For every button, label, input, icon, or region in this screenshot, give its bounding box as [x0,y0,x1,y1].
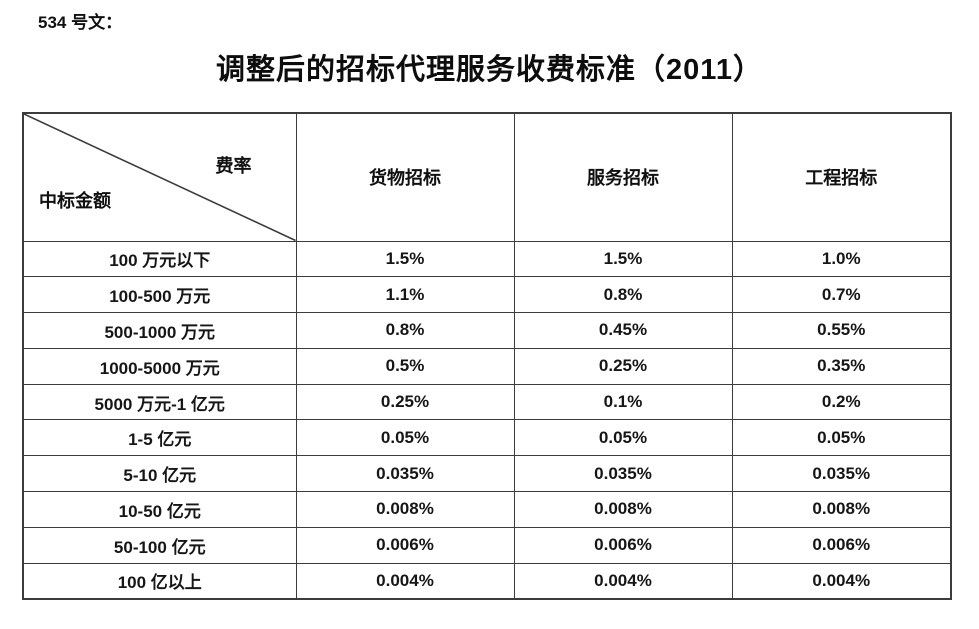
column-header-goods-bidding: 货物招标 [295,112,515,242]
services-rate-cell: 0.008% [513,491,733,528]
goods-rate-cell: 0.5% [295,347,515,385]
goods-rate-cell: 0.25% [295,383,515,421]
goods-rate-cell: 0.004% [295,562,515,600]
services-rate-cell: 0.004% [513,562,733,600]
goods-rate-cell: 0.05% [295,419,515,457]
engineering-rate-cell: 0.55% [731,312,952,349]
table-row: 5-10 亿元 0.035% 0.035% 0.035% [22,455,952,493]
services-rate-cell: 0.45% [513,312,733,349]
column-header-engineering-bidding: 工程招标 [731,112,952,242]
engineering-rate-cell: 0.2% [731,383,952,421]
amount-cell: 1-5 亿元 [22,419,297,457]
goods-rate-cell: 1.5% [295,240,515,278]
engineering-rate-cell: 0.006% [731,526,952,564]
engineering-rate-cell: 1.0% [731,240,952,278]
corner-label-bid-amount: 中标金额 [39,190,111,211]
table-row: 10-50 亿元 0.008% 0.008% 0.008% [22,491,952,528]
doc-number-label: 534 号文： [38,13,123,32]
services-rate-cell: 0.8% [513,276,733,314]
table-row: 1000-5000 万元 0.5% 0.25% 0.35% [22,347,952,385]
goods-rate-cell: 1.1% [295,276,515,314]
engineering-rate-cell: 0.7% [731,276,952,314]
table-row: 500-1000 万元 0.8% 0.45% 0.55% [22,312,952,349]
engineering-rate-cell: 0.004% [731,562,952,600]
table-row: 5000 万元-1 亿元 0.25% 0.1% 0.2% [22,383,952,421]
table-row: 100 万元以下 1.5% 1.5% 1.0% [22,240,952,278]
table-row: 1-5 亿元 0.05% 0.05% 0.05% [22,419,952,457]
engineering-rate-cell: 0.008% [731,491,952,528]
table-header-row: 费率 中标金额 货物招标 服务招标 工程招标 [22,112,952,242]
amount-cell: 5-10 亿元 [22,455,297,493]
engineering-rate-cell: 0.05% [731,419,952,457]
goods-rate-cell: 0.8% [295,312,515,349]
amount-cell: 100 亿以上 [22,562,297,600]
services-rate-cell: 0.006% [513,526,733,564]
table-row: 100 亿以上 0.004% 0.004% 0.004% [22,562,952,600]
amount-cell: 10-50 亿元 [22,491,297,528]
goods-rate-cell: 0.008% [295,491,515,528]
fee-standard-table: 费率 中标金额 货物招标 服务招标 工程招标 100 万元以下 1.5% 1.5… [22,112,952,600]
goods-rate-cell: 0.006% [295,526,515,564]
amount-cell: 100 万元以下 [22,240,297,278]
amount-cell: 1000-5000 万元 [22,347,297,385]
diagonal-divider-line [24,114,295,240]
amount-cell: 500-1000 万元 [22,312,297,349]
amount-cell: 5000 万元-1 亿元 [22,383,297,421]
services-rate-cell: 0.25% [513,347,733,385]
engineering-rate-cell: 0.35% [731,347,952,385]
services-rate-cell: 0.035% [513,455,733,493]
corner-label-fee-rate: 费率 [215,156,252,176]
table-row: 50-100 亿元 0.006% 0.006% 0.006% [22,526,952,564]
page-title: 调整后的招标代理服务收费标准（2011） [216,54,763,86]
diagonal-header-cell: 费率 中标金额 [22,112,297,242]
goods-rate-cell: 0.035% [295,455,515,493]
engineering-rate-cell: 0.035% [731,455,952,493]
table-row: 100-500 万元 1.1% 0.8% 0.7% [22,276,952,314]
services-rate-cell: 0.05% [513,419,733,457]
services-rate-cell: 1.5% [513,240,733,278]
amount-cell: 50-100 亿元 [22,526,297,564]
column-header-services-bidding: 服务招标 [513,112,733,242]
services-rate-cell: 0.1% [513,383,733,421]
amount-cell: 100-500 万元 [22,276,297,314]
